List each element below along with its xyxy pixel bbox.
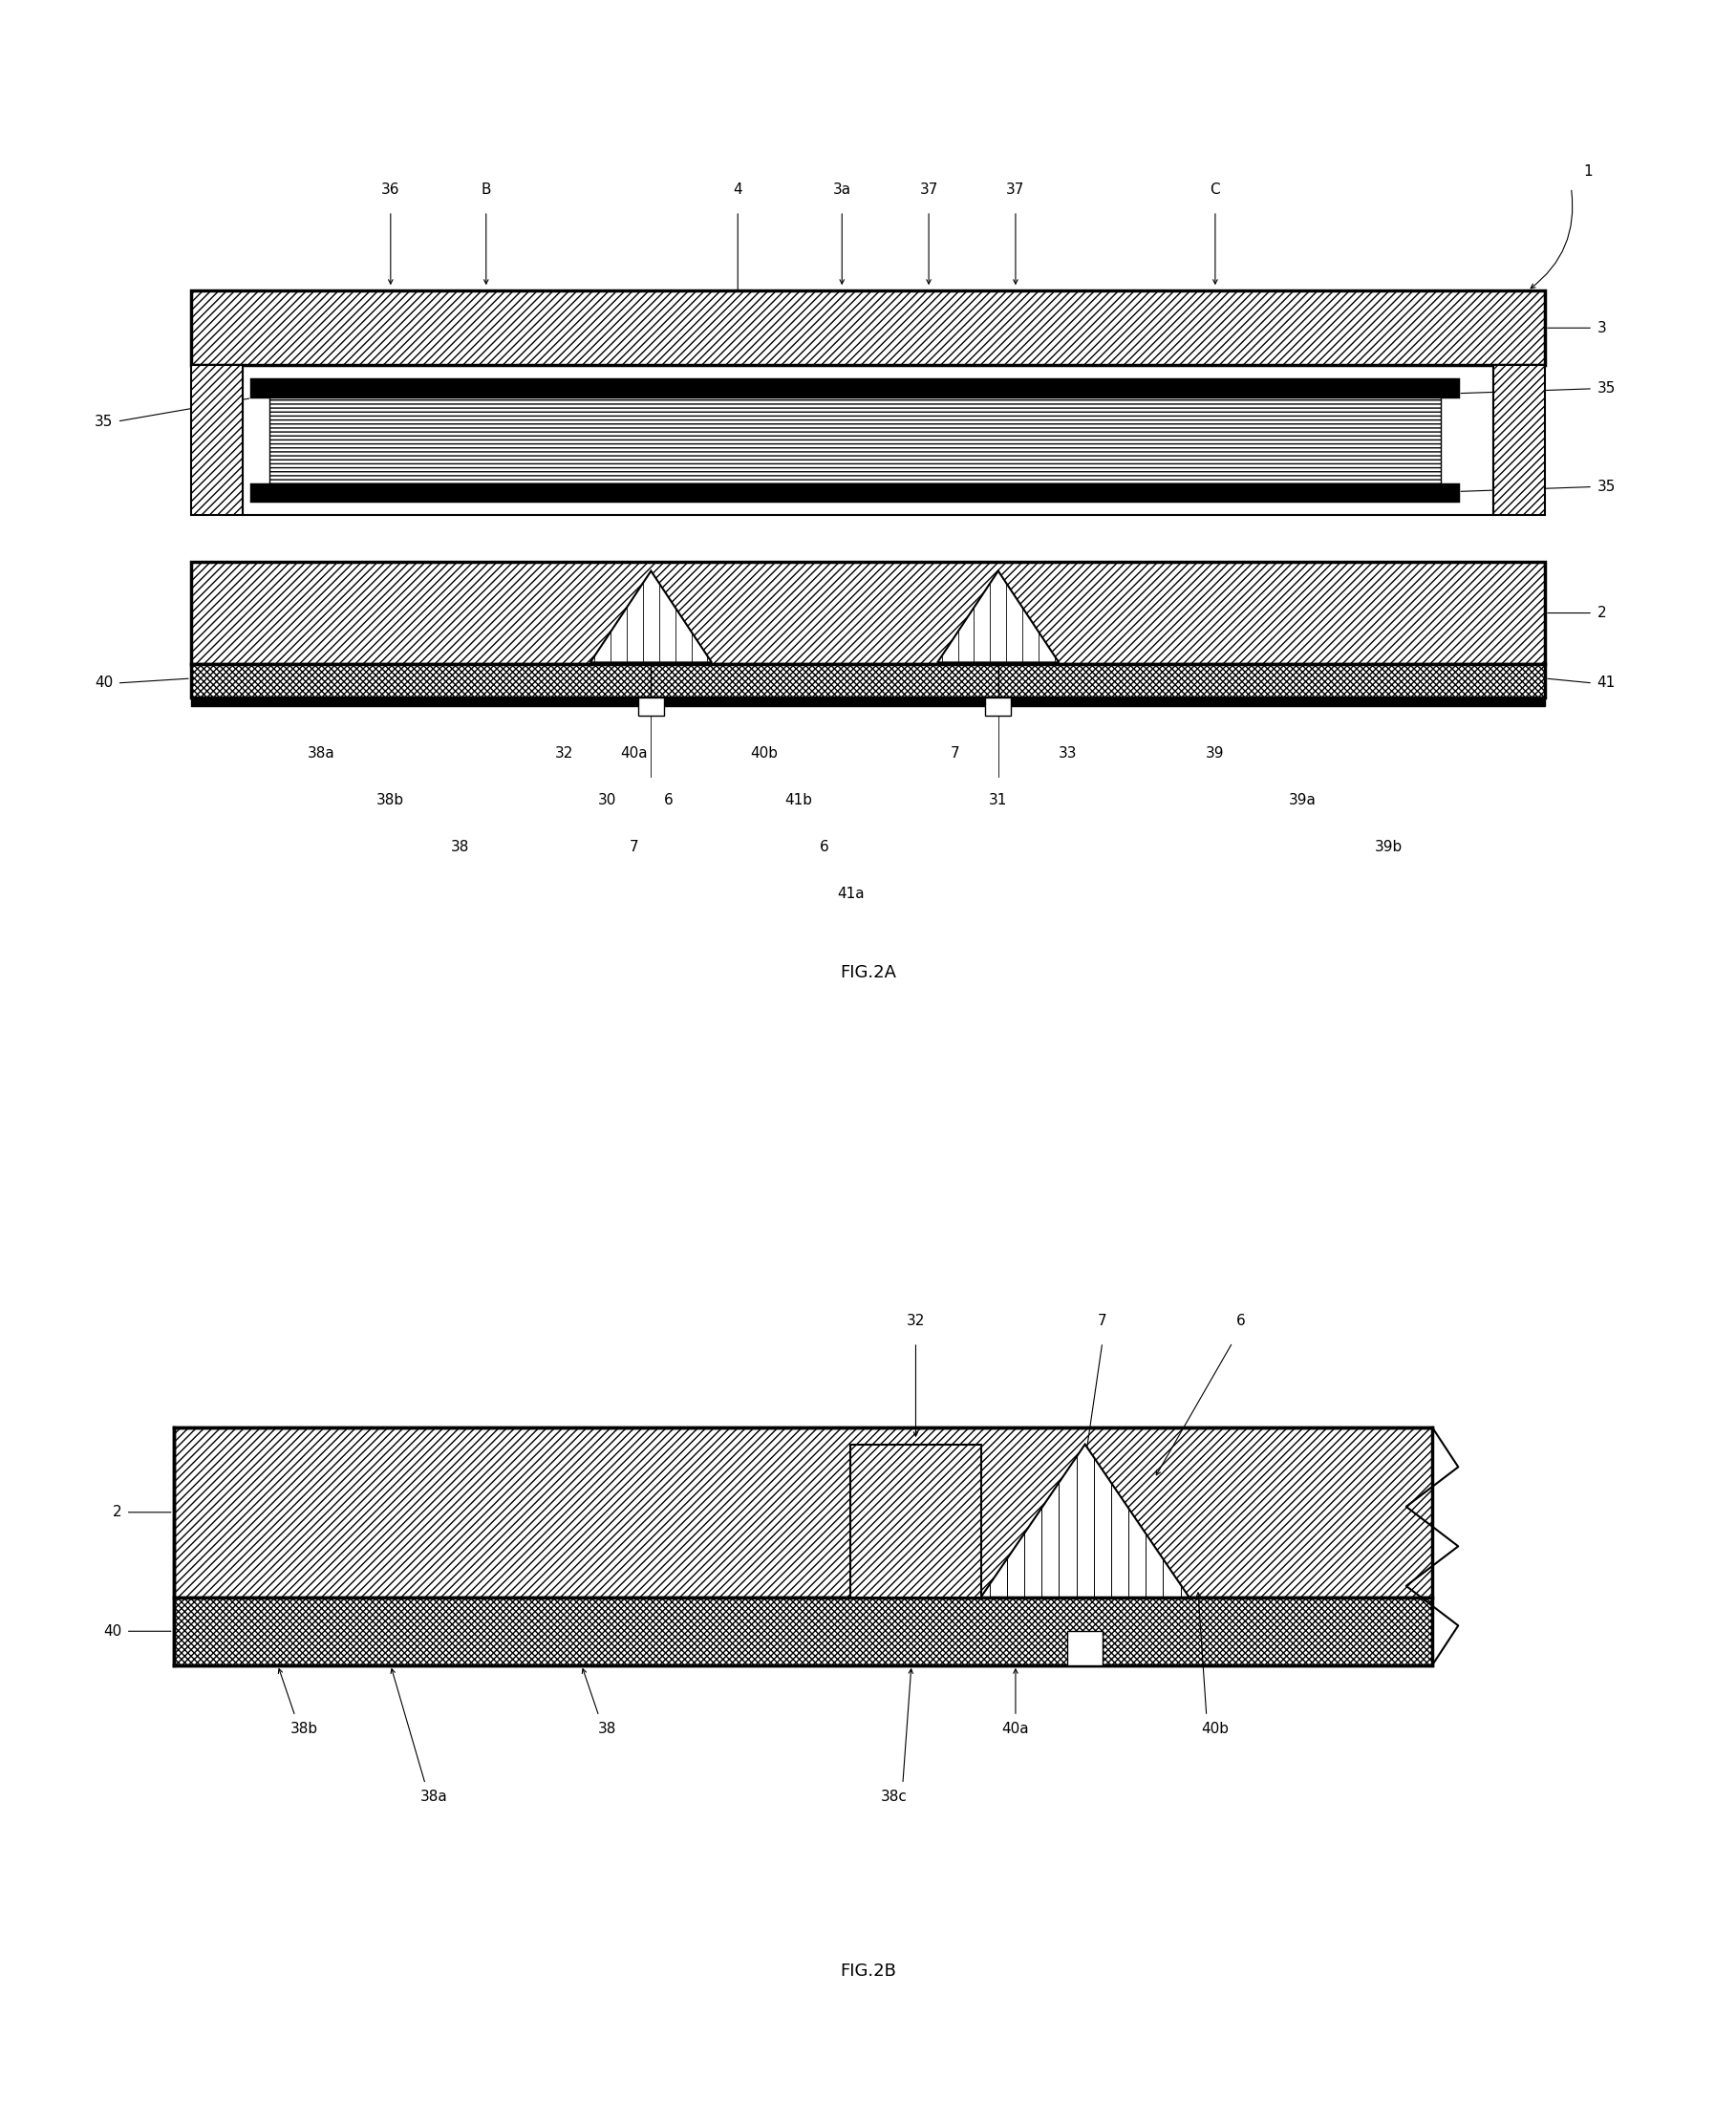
Text: 7: 7	[628, 839, 639, 854]
Bar	[191, 665, 1545, 697]
Text: 4: 4	[733, 183, 743, 198]
Text: 40b: 40b	[1201, 1723, 1229, 1735]
Bar	[191, 291, 1545, 365]
Text: 38a: 38a	[307, 746, 335, 760]
Text: 37: 37	[1007, 183, 1024, 198]
Text: 35: 35	[94, 414, 113, 429]
Text: 38c: 38c	[880, 1791, 908, 1803]
Bar	[1068, 1631, 1102, 1665]
Text: C: C	[1210, 183, 1220, 198]
Text: 37: 37	[920, 183, 937, 198]
Bar	[986, 697, 1010, 716]
Text: 2: 2	[1597, 605, 1606, 620]
Bar	[1493, 365, 1545, 514]
Text: 40a: 40a	[1002, 1723, 1029, 1735]
Text: 41: 41	[1597, 675, 1616, 690]
Polygon shape	[937, 571, 1059, 663]
Text: 33: 33	[1059, 746, 1076, 760]
Text: 36: 36	[382, 183, 399, 198]
Bar	[243, 365, 1493, 514]
Text: B: B	[481, 183, 491, 198]
Text: 3a: 3a	[833, 183, 851, 198]
Bar	[252, 484, 1458, 501]
Text: 3: 3	[1597, 321, 1606, 336]
Text: 32: 32	[556, 746, 573, 760]
Text: 40b: 40b	[750, 746, 778, 760]
Bar	[191, 365, 243, 514]
Text: 1: 1	[1583, 164, 1594, 178]
Text: 38: 38	[599, 1723, 616, 1735]
Text: 39b: 39b	[1375, 839, 1403, 854]
Text: 40: 40	[94, 675, 113, 690]
Text: 6: 6	[663, 792, 674, 807]
Text: 40: 40	[102, 1625, 122, 1638]
Text: FIG.2B: FIG.2B	[840, 1963, 896, 1980]
Text: 41b: 41b	[785, 792, 812, 807]
Text: 35: 35	[1597, 480, 1616, 495]
Text: 38a: 38a	[420, 1791, 448, 1803]
Text: 32: 32	[906, 1315, 925, 1328]
Text: 39: 39	[1207, 746, 1224, 760]
Polygon shape	[981, 1444, 1189, 1597]
Text: 35: 35	[1597, 382, 1616, 395]
Text: 31: 31	[990, 792, 1007, 807]
Text: FIG.2A: FIG.2A	[840, 964, 896, 981]
Bar	[851, 1444, 981, 1597]
Text: 6: 6	[819, 839, 830, 854]
Bar	[174, 1427, 1432, 1597]
Bar	[252, 380, 1458, 397]
Text: 38b: 38b	[290, 1723, 318, 1735]
Text: 38: 38	[451, 839, 469, 854]
Bar	[269, 397, 1441, 484]
Bar	[191, 697, 1545, 707]
Text: 2: 2	[113, 1506, 122, 1519]
Text: 41a: 41a	[837, 886, 865, 901]
Bar	[174, 1597, 1432, 1665]
Bar	[191, 561, 1545, 665]
Text: 38b: 38b	[377, 792, 404, 807]
Text: 30: 30	[599, 792, 616, 807]
Text: 7: 7	[1097, 1315, 1108, 1328]
Text: 40a: 40a	[620, 746, 648, 760]
Text: 6: 6	[1236, 1315, 1246, 1328]
Bar	[639, 697, 663, 716]
Text: 7: 7	[950, 746, 960, 760]
Text: 39a: 39a	[1288, 792, 1316, 807]
Polygon shape	[590, 571, 712, 663]
